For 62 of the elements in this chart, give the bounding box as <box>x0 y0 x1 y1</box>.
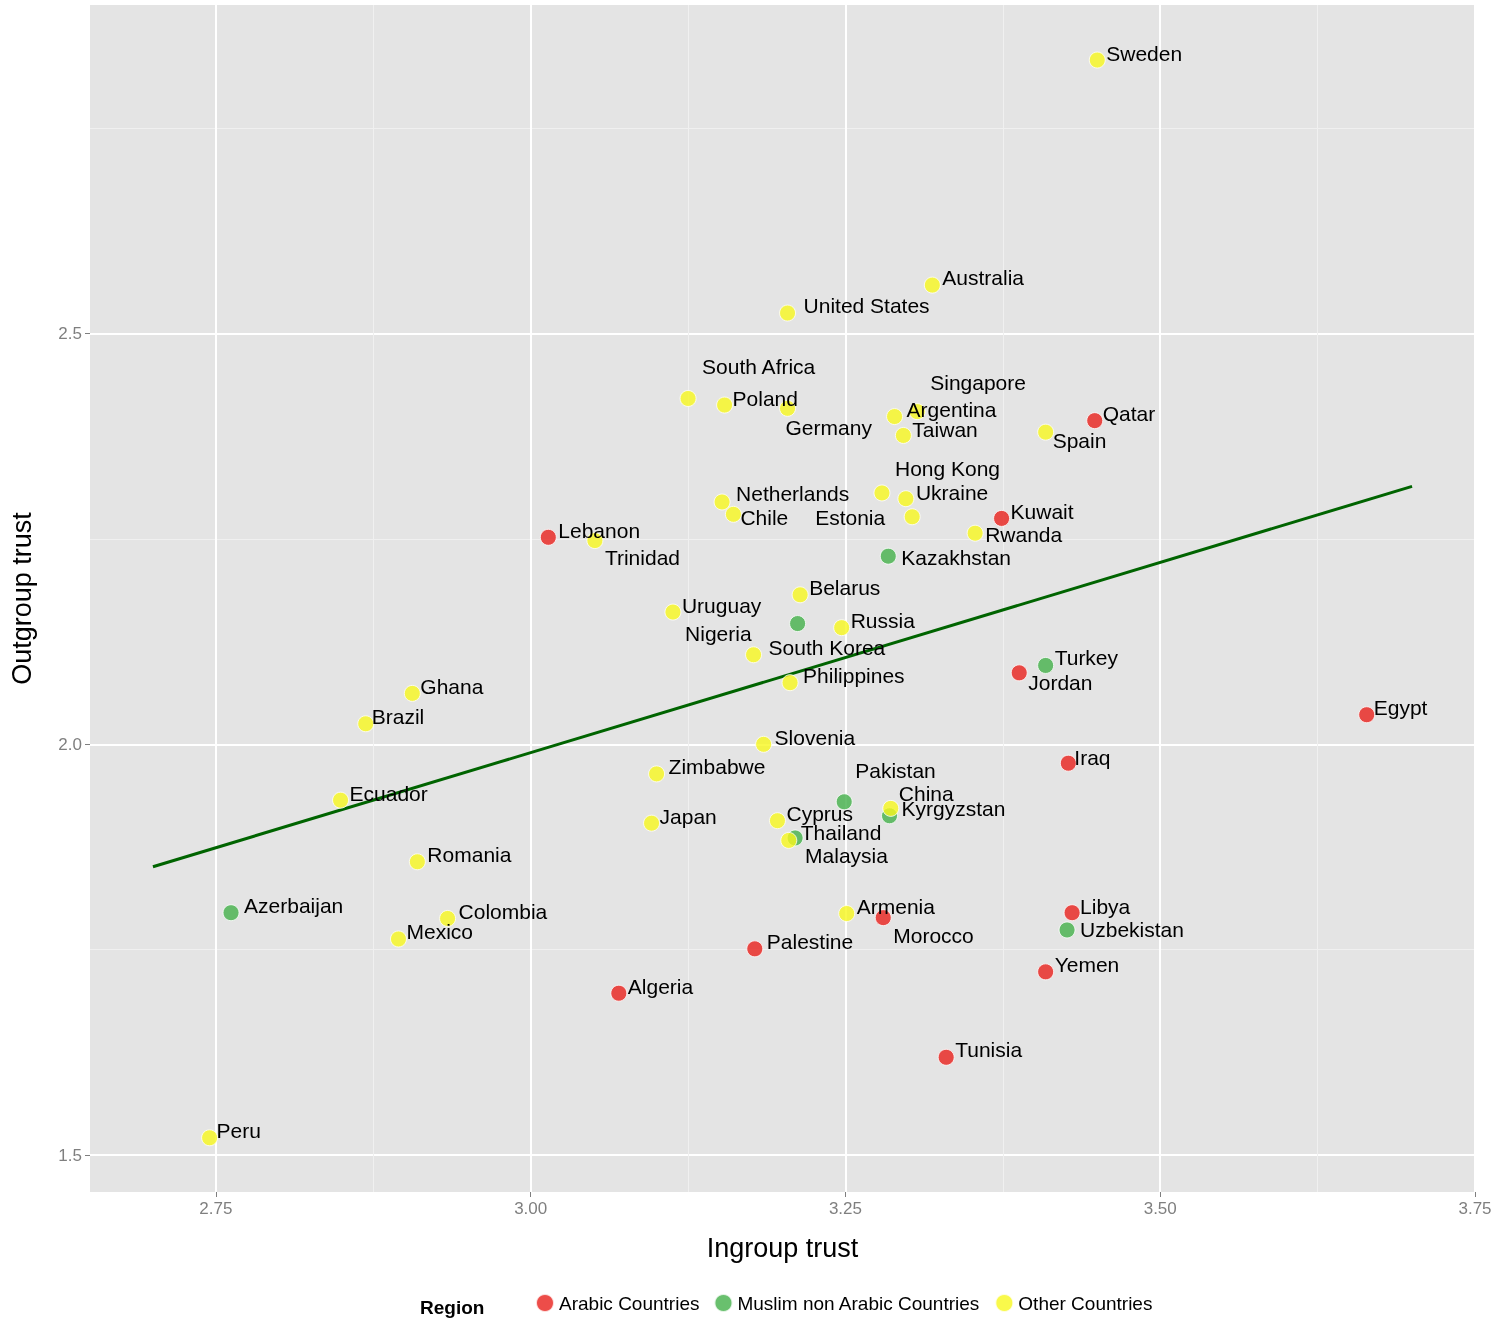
annotation: Morocco <box>893 924 974 948</box>
annotation: Nigeria <box>685 622 752 646</box>
annotation: Tunisia <box>955 1037 1023 1061</box>
x-tick-label: 3.75 <box>1458 1199 1492 1218</box>
legend-label: Muslim non Arabic Countries <box>737 1292 980 1314</box>
annotation: Peru <box>216 1119 261 1143</box>
annotation: Libya <box>1080 895 1131 919</box>
y-tick-label: 2.5 <box>58 324 82 344</box>
annotation: Australia <box>942 265 1025 289</box>
annotation: Armenia <box>856 895 936 919</box>
annotation: Estonia <box>815 506 886 530</box>
annotation: Uzbekistan <box>1080 918 1184 942</box>
annotation: Zimbabwe <box>668 755 766 779</box>
annotation: Slovenia <box>774 725 856 749</box>
annotation: Yemen <box>1054 953 1120 977</box>
annotation: Colombia <box>458 899 548 923</box>
annotation: South Africa <box>702 354 816 378</box>
annotation: Ukraine <box>915 481 989 505</box>
annotation: United States <box>803 293 930 317</box>
x-tick-label: 3.50 <box>1143 1199 1177 1218</box>
x-tick-label: 3.25 <box>828 1199 862 1218</box>
annotation: Uruguay <box>681 593 762 617</box>
annotation: Algeria <box>627 974 694 998</box>
annotation: Japan <box>659 804 717 828</box>
y-tick-label: 2.0 <box>58 734 82 754</box>
annotation: Sweden <box>1106 41 1183 65</box>
annotation: Spain <box>1052 428 1107 452</box>
annotation: Rwanda <box>985 522 1063 546</box>
annotation: Mexico <box>406 920 474 944</box>
y-tick-label: 1.5 <box>58 1145 82 1165</box>
annotation: Poland <box>732 386 798 410</box>
annotation: Iraq <box>1074 745 1111 769</box>
annotation: Germany <box>785 415 873 439</box>
y-axis-title: Outgroup trust <box>6 511 37 685</box>
legend-title: Region <box>420 1297 485 1318</box>
annotation: Brazil <box>371 705 425 729</box>
x-tick-label: 3.00 <box>514 1199 548 1218</box>
annotation: Azerbaijan <box>244 894 344 918</box>
annotation: Russia <box>850 609 916 633</box>
x-axis-title: Ingroup trust <box>706 1232 859 1263</box>
annotation: Kazakhstan <box>901 545 1012 569</box>
annotation: Hong Kong <box>894 457 1001 481</box>
annotation: Pakistan <box>855 759 936 783</box>
annotation: Belarus <box>809 576 881 600</box>
annotation: Egypt <box>1373 696 1428 720</box>
legend-label: Other Countries <box>1018 1292 1153 1314</box>
annotation: Jordan <box>1028 671 1093 695</box>
annotation: Netherlands <box>736 482 850 506</box>
annotation: Ghana <box>420 674 484 698</box>
annotation: Chile <box>740 505 789 529</box>
annotation: Turkey <box>1054 645 1119 669</box>
annotation: Malaysia <box>805 844 889 868</box>
annotation: Philippines <box>803 664 905 688</box>
annotation: Qatar <box>1102 402 1156 426</box>
x-tick-label: 2.75 <box>199 1199 233 1218</box>
annotation: Romania <box>427 843 512 867</box>
annotation: Trinidad <box>604 546 680 570</box>
annotation: Lebanon <box>558 518 641 542</box>
legend-label: Arabic Countries <box>559 1292 700 1314</box>
annotation: Palestine <box>766 930 854 954</box>
annotation: Singapore <box>930 371 1026 395</box>
annotation: Kuwait <box>1010 499 1074 523</box>
